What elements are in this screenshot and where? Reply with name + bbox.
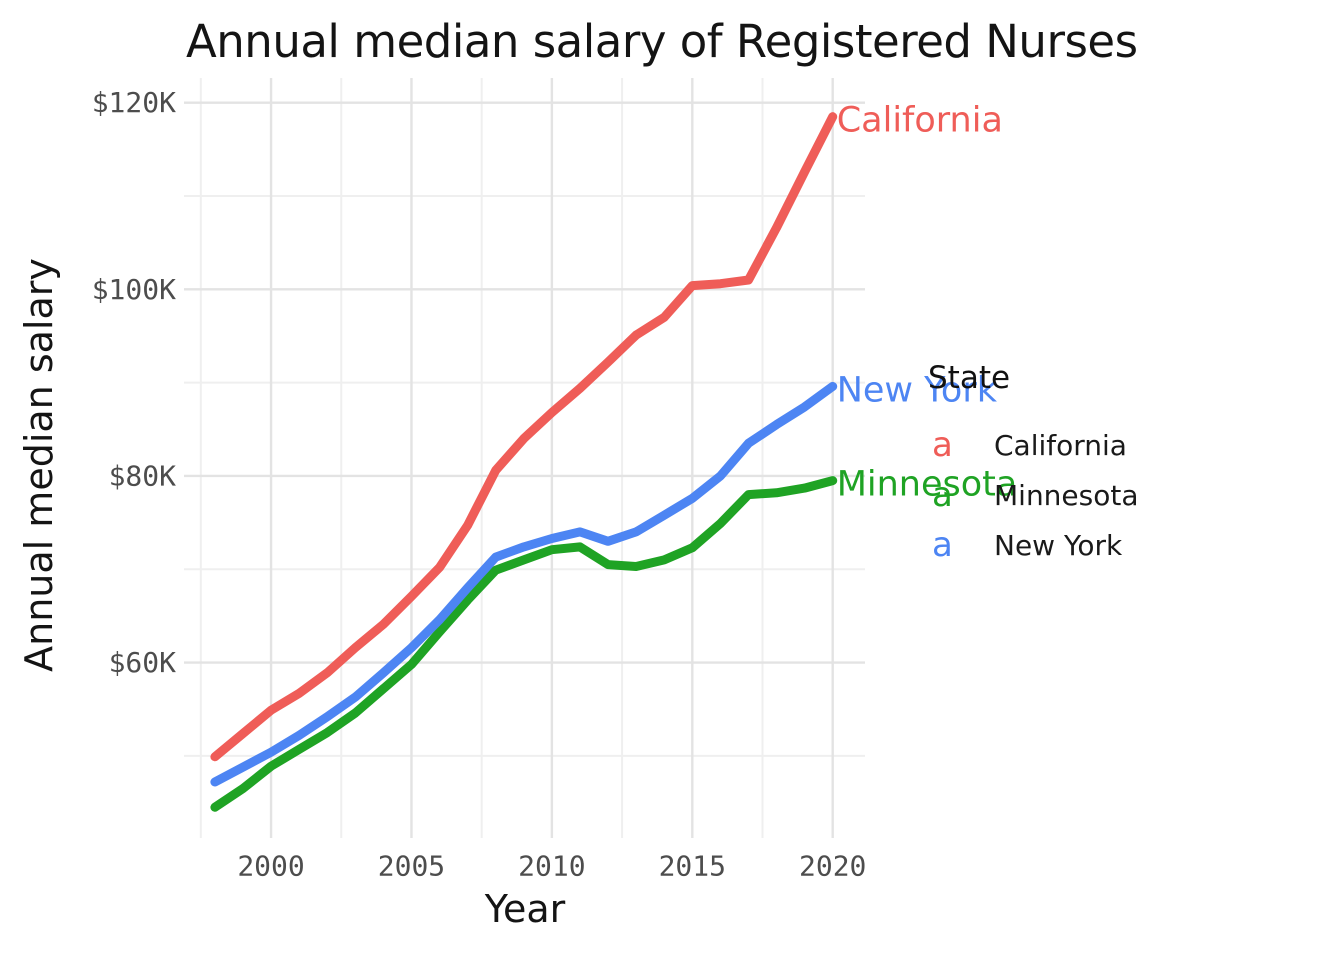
series-lines [210,112,838,812]
x-tick-label: 2015 [659,850,726,883]
legend-entry-label: California [994,428,1127,462]
series-label-minnesota: Minnesota [837,465,1018,505]
legend-entries: a California a Minnesota a New York [926,420,1139,570]
legend-title: State [928,360,1011,396]
legend-key-a-glyph: a [932,425,953,465]
minor-gridlines [184,78,865,838]
legend-key-a-glyph: a [932,475,953,515]
x-tick-labels: 2000 2005 2010 2015 2020 [237,850,866,883]
x-tick-label: 2010 [518,850,585,883]
series-label-california: California [837,101,1003,141]
series-line-minnesota [210,476,838,812]
chart-title: Annual median salary of Registered Nurse… [186,15,1138,68]
y-tick-labels: $60K $80K $100K $120K [92,86,176,679]
legend-entry-label: New York [994,528,1123,562]
y-tick-label: $60K [109,646,177,679]
y-axis-title: Annual median salary [17,258,61,672]
legend-key-a-glyph: a [932,525,953,565]
x-axis-title: Year [484,887,566,931]
series-direct-labels: California Minnesota New York [837,101,1018,505]
series-label-new-york: New York [837,370,998,410]
legend-entry: a New York [926,520,1139,570]
series-line-california [210,112,838,762]
legend: State a California a Minnesota a New York [926,360,1139,570]
series-line-new-york [210,381,838,787]
legend-entry-label: Minnesota [994,478,1139,512]
legend-entry: a Minnesota [926,470,1139,520]
x-tick-label: 2020 [799,850,866,883]
legend-entry: a California [926,420,1139,470]
x-tick-label: 2000 [237,850,304,883]
y-tick-label: $100K [92,273,176,306]
y-tick-label: $120K [92,86,176,119]
y-tick-label: $80K [109,459,177,492]
x-tick-label: 2005 [378,850,445,883]
